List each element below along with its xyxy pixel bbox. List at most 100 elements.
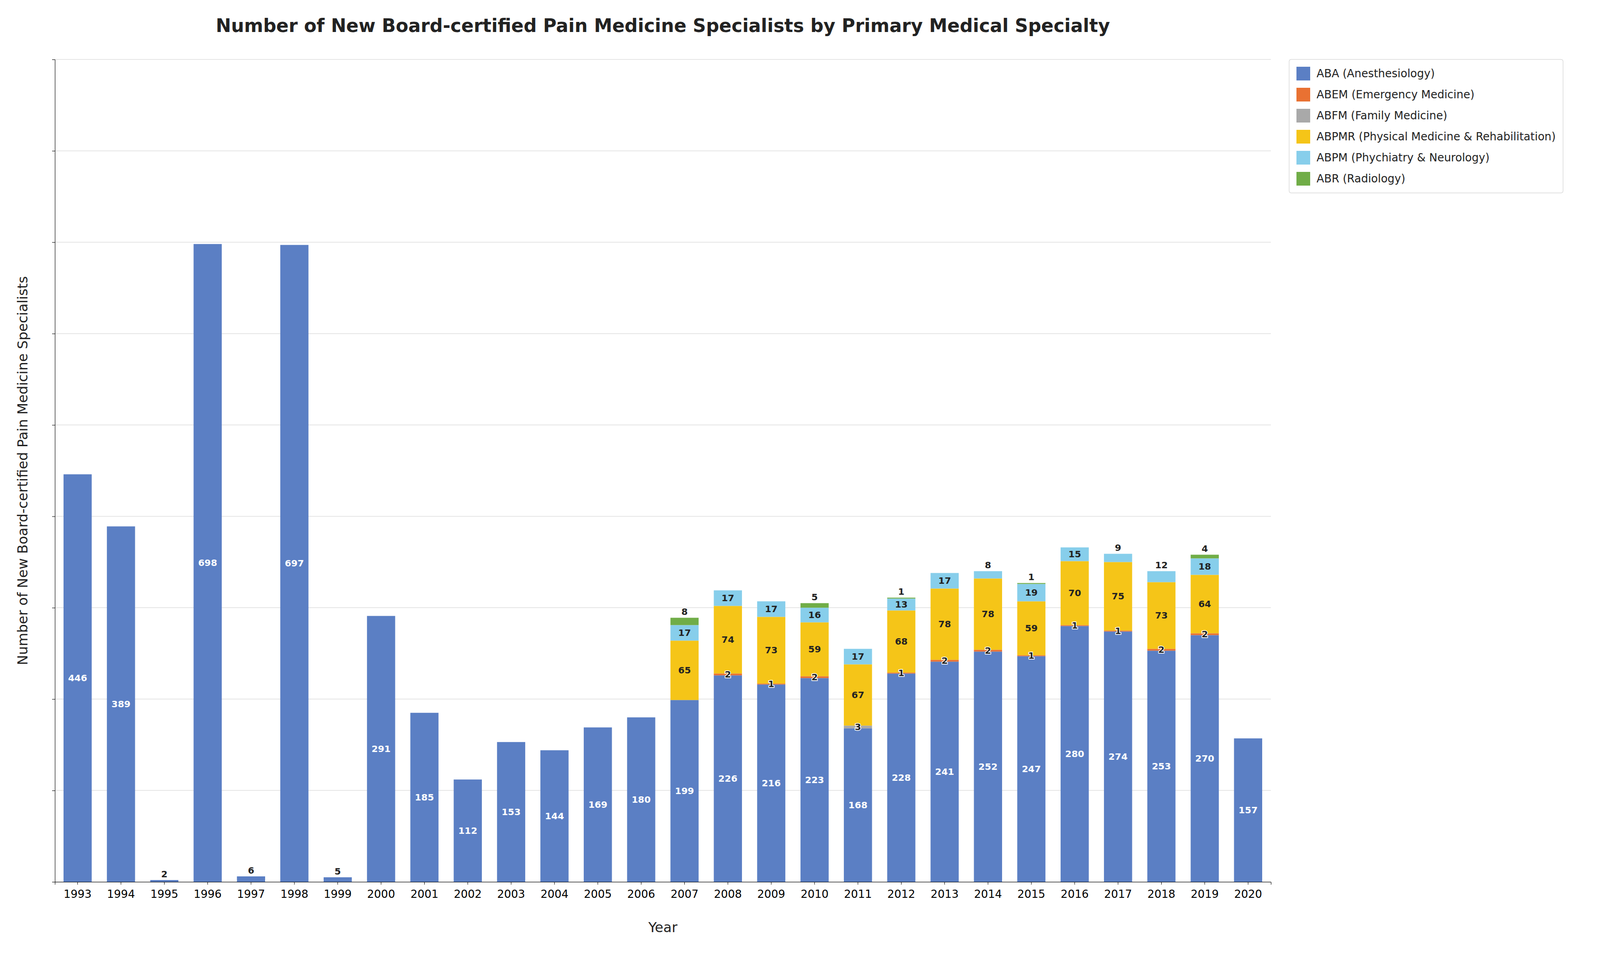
tick-mark xyxy=(944,881,945,885)
bar xyxy=(1017,601,1046,656)
bar xyxy=(453,779,482,780)
tick-mark xyxy=(1204,881,1206,885)
bar xyxy=(670,617,699,625)
tick-mark xyxy=(771,881,772,885)
data-label: 1 xyxy=(1028,650,1035,662)
tick-mark xyxy=(52,425,55,426)
tick: 2016 xyxy=(1060,881,1089,901)
tick-label: 1998 xyxy=(280,887,309,901)
bar xyxy=(1017,583,1046,602)
bar xyxy=(193,243,222,245)
tick-mark xyxy=(52,607,55,608)
bar xyxy=(1233,738,1263,739)
tick-mark xyxy=(1031,881,1032,885)
tick: 2014 xyxy=(974,881,1003,901)
data-label: 75 xyxy=(1111,590,1125,602)
bar xyxy=(1190,558,1220,575)
tick: 2012 xyxy=(887,881,916,901)
data-label: 59 xyxy=(808,643,822,655)
bar xyxy=(63,474,92,882)
data-label: 168 xyxy=(848,799,868,811)
data-label: 74 xyxy=(721,634,735,646)
data-label: 216 xyxy=(761,777,781,789)
data-label: 1 xyxy=(898,667,905,679)
data-label: 64 xyxy=(1198,598,1211,610)
bar xyxy=(150,880,179,881)
bar xyxy=(280,244,309,246)
tick-label: 2019 xyxy=(1190,887,1219,901)
tick-label: 2015 xyxy=(1017,887,1046,901)
bar xyxy=(1017,656,1046,882)
y-axis-title: Number of New Board-certified Pain Medic… xyxy=(14,276,31,666)
data-label: 157 xyxy=(1238,804,1258,816)
tick xyxy=(52,242,55,243)
bar xyxy=(583,727,613,728)
bar xyxy=(800,677,829,882)
data-label: 144 xyxy=(544,810,565,822)
bar xyxy=(930,572,960,589)
legend-label: ABEM (Emergency Medicine) xyxy=(1316,88,1475,102)
bar xyxy=(453,779,482,780)
bar xyxy=(453,779,482,780)
tick xyxy=(52,425,55,426)
data-label: 280 xyxy=(1065,748,1085,760)
data-label: 1 xyxy=(1071,619,1078,631)
bar xyxy=(280,244,309,246)
chart: 1993199419951996199719981999200020012002… xyxy=(0,0,1600,955)
bar xyxy=(627,717,656,718)
axis-line xyxy=(52,59,56,883)
bar xyxy=(973,570,1003,572)
bar xyxy=(1233,738,1263,739)
bar xyxy=(1104,631,1133,882)
tick-label: 1996 xyxy=(193,887,222,901)
bar xyxy=(236,876,266,877)
bar xyxy=(843,648,873,650)
tick-mark xyxy=(52,59,55,60)
bar xyxy=(236,876,266,877)
tick-label: 2002 xyxy=(453,887,482,901)
data-label: 247 xyxy=(1021,763,1041,775)
tick-label: 1993 xyxy=(63,887,92,901)
bar xyxy=(540,750,569,751)
data-label: 4 xyxy=(1201,543,1208,555)
bar xyxy=(583,727,613,728)
bar xyxy=(627,717,656,718)
data-label: 228 xyxy=(891,772,912,784)
data-label: 291 xyxy=(371,743,391,755)
data-label: 226 xyxy=(718,773,738,784)
tick-label: 2007 xyxy=(670,887,699,901)
tick-mark xyxy=(337,881,338,885)
data-label: 1 xyxy=(1028,571,1035,583)
tick-mark xyxy=(52,698,55,700)
bar xyxy=(887,598,916,611)
tick: 2000 xyxy=(367,881,395,901)
bar xyxy=(150,880,179,881)
bar xyxy=(63,474,92,475)
data-label: 270 xyxy=(1195,752,1215,764)
bar xyxy=(1147,570,1176,572)
tick-mark xyxy=(1161,881,1162,885)
data-label: 2 xyxy=(1158,644,1165,656)
tick-mark xyxy=(814,881,815,885)
tick xyxy=(52,607,55,608)
tick: 2002 xyxy=(453,881,482,901)
data-label: 169 xyxy=(588,799,608,811)
axis-line xyxy=(55,882,1272,886)
bar xyxy=(150,880,179,881)
bar xyxy=(63,474,92,475)
bar xyxy=(323,877,352,878)
data-label: 697 xyxy=(284,557,304,569)
data-label: 2 xyxy=(984,645,992,656)
data-label: 19 xyxy=(1024,586,1038,598)
bar xyxy=(193,243,222,245)
tick-label: 2011 xyxy=(843,887,872,901)
tick-label: 1994 xyxy=(106,887,135,901)
bar xyxy=(757,601,786,602)
bar xyxy=(193,243,222,245)
tick: 2007 xyxy=(670,881,699,901)
bar xyxy=(63,474,92,475)
bar xyxy=(800,622,829,677)
data-label: 389 xyxy=(111,698,131,710)
tick-mark xyxy=(52,881,55,883)
bar xyxy=(280,245,309,882)
